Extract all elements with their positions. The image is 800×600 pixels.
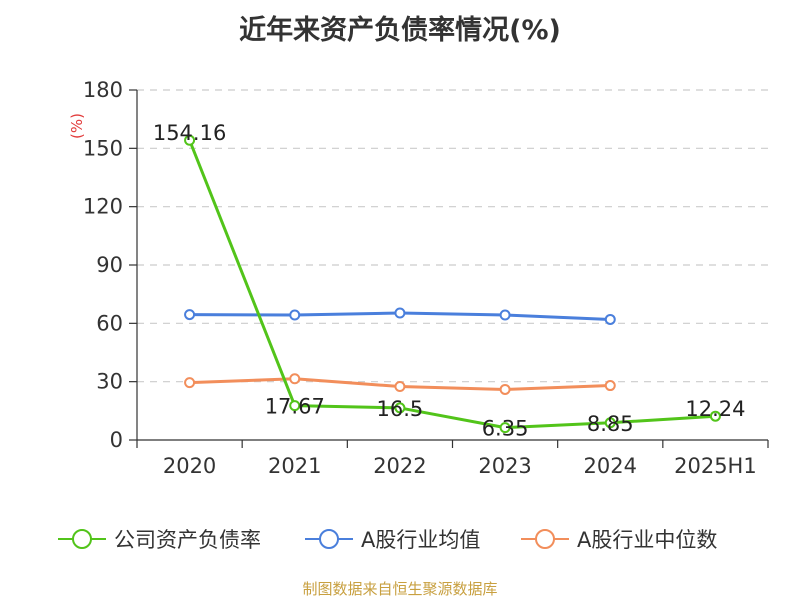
data-labels: 154.16 17.67 16.5 6.35 8.85 12.24 [153, 121, 746, 440]
data-point [289, 373, 301, 385]
y-tick-label: 30 [96, 370, 123, 394]
axes: 0 30 60 90 120 150 180 2020 2021 2022 2023 2024 2025… [68, 78, 769, 478]
legend-marker-icon [305, 529, 353, 549]
series-lines [184, 134, 721, 434]
data-point [709, 410, 721, 422]
legend-item-industry-mean[interactable]: A股行业均值 [305, 524, 480, 554]
series-line-0 [188, 139, 716, 430]
y-tick-label: 150 [83, 136, 123, 160]
data-label: 6.35 [482, 417, 529, 441]
y-tick-label: 120 [83, 195, 123, 219]
legend-marker-icon [521, 529, 569, 549]
y-tick-label: 90 [96, 253, 123, 277]
data-point [604, 380, 616, 392]
legend-label-industry-mean: A股行业均值 [361, 528, 481, 552]
legend-item-company[interactable]: 公司资产负债率 [58, 524, 261, 554]
data-point [604, 313, 616, 325]
data-point [184, 309, 196, 321]
data-point [604, 417, 616, 429]
data-point [394, 381, 406, 393]
x-tick-label: 2021 [268, 454, 321, 478]
data-point [184, 134, 196, 146]
data-label: 16.5 [377, 397, 424, 421]
data-point [394, 402, 406, 414]
data-source-note: 制图数据来自恒生聚源数据库 [302, 580, 498, 598]
data-label: 8.85 [587, 412, 634, 436]
legend: 公司资产负债率 A股行业均值 A股行业中位数 [0, 524, 800, 554]
data-point [289, 309, 301, 321]
x-tick-label: 2022 [373, 454, 426, 478]
legend-label-company: 公司资产负债率 [114, 528, 261, 552]
data-point [184, 377, 196, 389]
data-label: 154.16 [153, 121, 226, 145]
data-point [499, 383, 511, 395]
chart-title: 近年来资产负债率情况(%) [239, 15, 561, 46]
data-label: 17.67 [265, 395, 325, 419]
data-point [289, 400, 301, 412]
y-tick-label: 180 [83, 78, 123, 102]
x-tick-label: 2025H1 [674, 454, 757, 478]
grid-lines [137, 89, 768, 383]
data-point [499, 309, 511, 321]
x-tick-label: 2024 [584, 454, 637, 478]
x-tick-label: 2023 [478, 454, 531, 478]
legend-label-industry-median: A股行业中位数 [577, 528, 718, 552]
data-point [499, 422, 511, 434]
y-axis-unit-label: (%) [68, 113, 86, 139]
data-label: 12.24 [685, 397, 745, 421]
y-tick-label: 0 [110, 428, 123, 452]
legend-item-industry-median[interactable]: A股行业中位数 [521, 524, 717, 554]
data-point [394, 307, 406, 319]
y-tick-label: 60 [96, 311, 123, 335]
legend-marker-icon [58, 529, 106, 549]
x-tick-label: 2020 [163, 454, 216, 478]
